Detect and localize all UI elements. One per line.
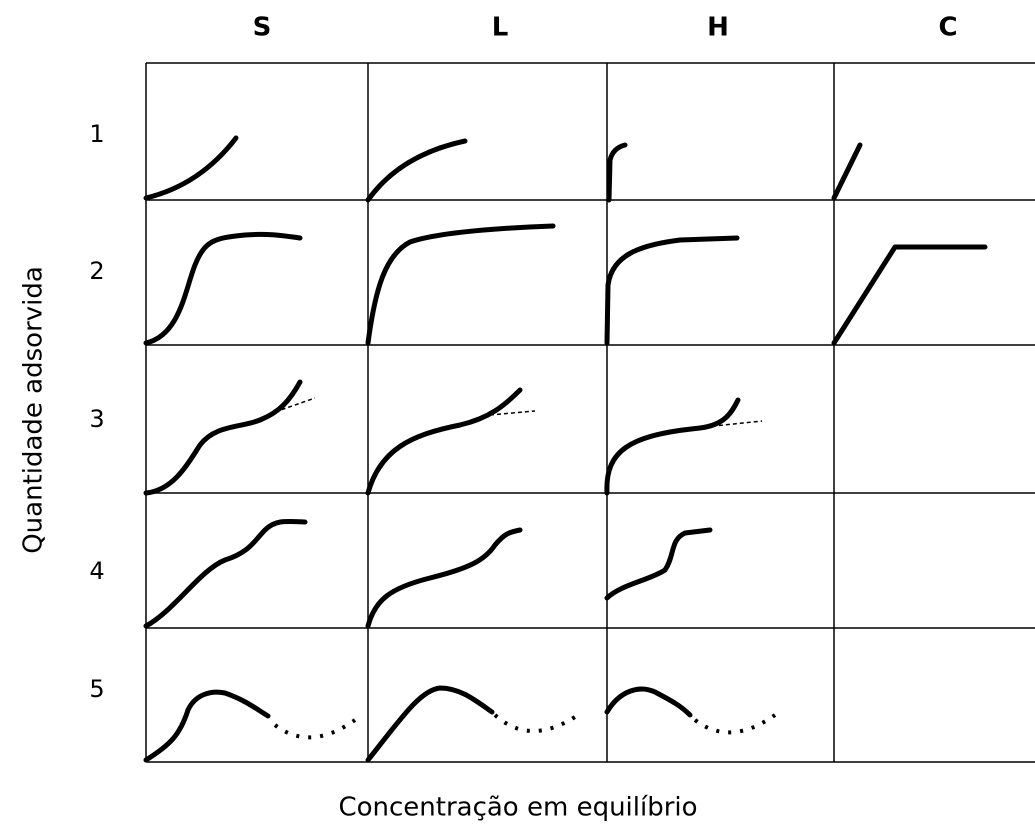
curve xyxy=(143,135,239,201)
row-label: 1 xyxy=(89,120,104,148)
column-header: C xyxy=(938,13,957,43)
curves xyxy=(143,135,988,763)
curve xyxy=(365,138,468,203)
curve xyxy=(143,379,303,496)
column-header: H xyxy=(707,13,729,43)
row-label: 2 xyxy=(89,257,104,285)
curve xyxy=(365,685,495,763)
curve xyxy=(365,223,556,346)
y-axis-label: Quantidade adsorvida xyxy=(19,266,49,554)
curve xyxy=(143,231,303,346)
curve xyxy=(604,527,713,601)
curve xyxy=(143,518,308,629)
row-label: 3 xyxy=(89,405,104,433)
column-header: S xyxy=(253,13,272,43)
extrapolation xyxy=(704,420,763,428)
extrapolation xyxy=(489,410,536,416)
curve xyxy=(365,387,523,496)
curve xyxy=(604,235,740,346)
curve xyxy=(604,397,741,496)
curve xyxy=(831,244,988,346)
curve xyxy=(604,686,693,718)
grid xyxy=(145,62,1035,763)
extrapolation xyxy=(273,718,357,740)
x-axis-label: Concentração em equilíbrio xyxy=(338,793,697,823)
row-label: 4 xyxy=(89,557,104,585)
curve xyxy=(365,527,523,629)
curve xyxy=(143,689,271,763)
extrapolation xyxy=(274,397,316,413)
row-label: 5 xyxy=(89,675,104,703)
curve xyxy=(831,142,863,201)
extrapolation xyxy=(693,713,777,735)
column-header: L xyxy=(492,13,509,43)
extrapolation xyxy=(493,713,580,733)
curve xyxy=(606,142,628,203)
